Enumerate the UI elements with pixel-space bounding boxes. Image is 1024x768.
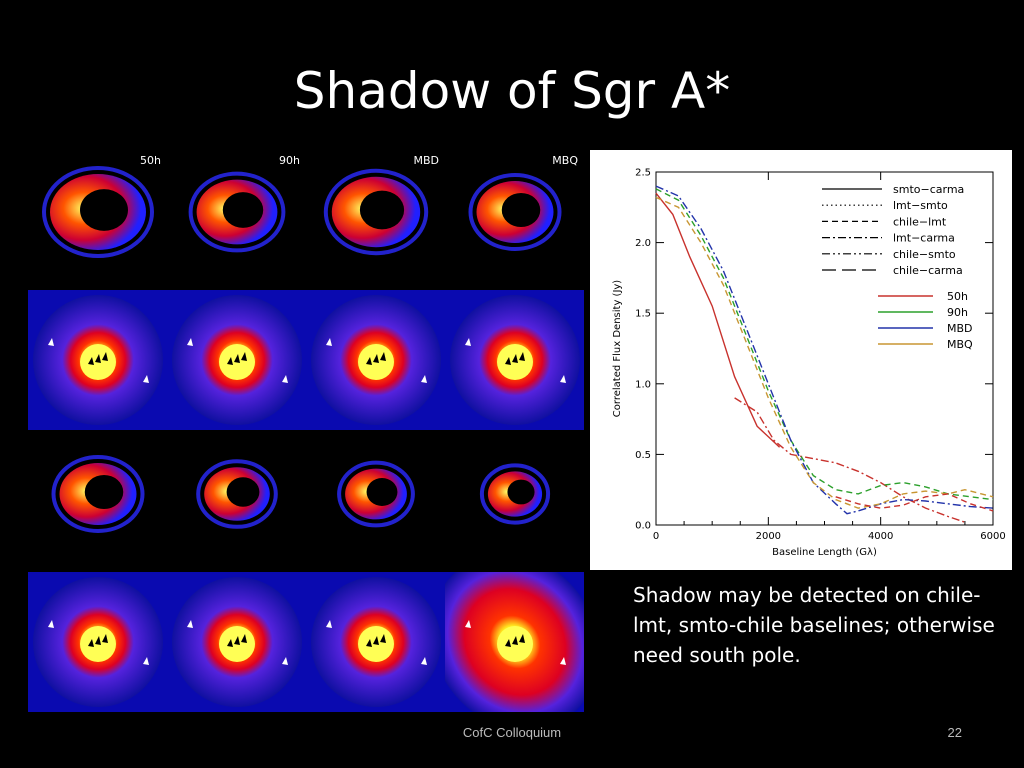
model-image-r4-c2 <box>167 572 306 712</box>
flux-chart: 0 2000 4000 6000 0.0 0.5 1.0 1.5 2.0 2.5 Baseline … <box>590 150 1012 570</box>
model-image-r1-c4: MBQ <box>445 150 584 290</box>
page-number: 22 <box>947 725 962 740</box>
x-tick-label: 6000 <box>980 531 1005 542</box>
model-image-r1-c2: 90h <box>167 150 306 290</box>
model-image-r3-c3 <box>306 432 445 572</box>
model-image-r1-c3: MBD <box>306 150 445 290</box>
series-line-90h-3 <box>655 188 994 501</box>
model-image-r3-c2 <box>167 432 306 572</box>
x-tick-label: 0 <box>653 531 659 542</box>
y-tick-label: 2.0 <box>635 238 651 249</box>
series-line-50h-6 <box>835 493 994 512</box>
x-axis-label: Baseline Length (Gλ) <box>772 547 877 558</box>
series-line-50h-2 <box>734 397 966 523</box>
model-image-r2-c1 <box>28 290 167 430</box>
slide-title: Shadow of Sgr A* <box>293 62 731 120</box>
column-label-2: 90h <box>279 154 300 167</box>
image-grid: 50h 90h <box>28 150 584 712</box>
baseline-legend-label-6: chile−carma <box>893 264 963 277</box>
model-image-r2-c3 <box>306 290 445 430</box>
y-axis-label: Correlated Flux Density (Jy) <box>612 280 623 418</box>
model-image-r4-c4 <box>445 572 584 712</box>
slide-caption: Shadow may be detected on chile-lmt, smt… <box>633 583 995 667</box>
model-legend-label-3: MBD <box>947 322 973 335</box>
series-line-50h-1 <box>655 192 781 448</box>
model-legend-label-2: 90h <box>947 306 968 319</box>
model-legend-label-4: MBQ <box>947 338 973 351</box>
y-tick-label: 1.0 <box>635 379 651 390</box>
x-tick-label: 2000 <box>756 531 781 542</box>
column-label-1: 50h <box>140 154 161 167</box>
footer-text: CofC Colloquium <box>462 725 562 740</box>
flux-chart-svg: 0 2000 4000 6000 0.0 0.5 1.0 1.5 2.0 2.5 Baseline … <box>612 168 1006 559</box>
y-tick-label: 0.0 <box>635 521 651 532</box>
model-image-r2-c4 <box>445 290 584 430</box>
model-image-r3-c1 <box>28 432 167 572</box>
y-tick-label: 2.5 <box>635 168 651 179</box>
y-tick-label: 1.5 <box>635 309 651 320</box>
model-image-r4-c3 <box>306 572 445 712</box>
y-tick-label: 0.5 <box>635 450 651 461</box>
series-line-mbd-4 <box>655 185 994 515</box>
column-label-4: MBQ <box>552 154 578 167</box>
model-image-r3-c4 <box>445 432 584 572</box>
model-image-r4-c1 <box>28 572 167 712</box>
baseline-legend-label-2: lmt−smto <box>893 199 948 212</box>
model-image-r1-c1: 50h <box>28 150 167 290</box>
model-image-r2-c2 <box>167 290 306 430</box>
baseline-legend-label-5: chile−smto <box>893 248 956 261</box>
model-legend-label-1: 50h <box>947 290 968 303</box>
baseline-legend-label-1: smto−carma <box>893 183 964 196</box>
baseline-legend-label-3: chile−lmt <box>893 215 947 228</box>
series-line-mbq-5 <box>655 196 994 509</box>
x-tick-label: 4000 <box>868 531 893 542</box>
baseline-legend-label-4: lmt−carma <box>893 232 955 245</box>
column-label-3: MBD <box>413 154 439 167</box>
